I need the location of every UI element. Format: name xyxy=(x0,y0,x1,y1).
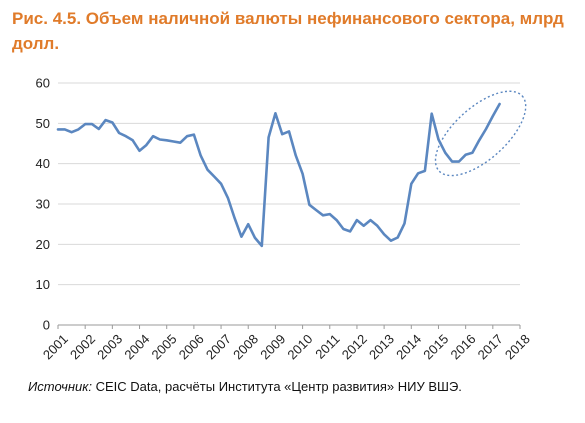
x-tick-label: 2009 xyxy=(257,331,288,362)
x-tick-label: 2011 xyxy=(312,331,342,361)
source-note: Источник: CEIC Data, расчёты Института «… xyxy=(28,379,462,394)
y-tick-label: 40 xyxy=(36,156,50,171)
x-tick-label: 2017 xyxy=(475,331,506,362)
y-tick-label: 0 xyxy=(43,318,50,333)
source-text: CEIC Data, расчёты Института «Центр разв… xyxy=(92,379,462,394)
x-tick-label: 2004 xyxy=(121,331,152,362)
y-tick-label: 50 xyxy=(36,116,50,131)
y-tick-label: 30 xyxy=(36,197,50,212)
chart-title: Рис. 4.5. Объем наличной валюты нефинанс… xyxy=(12,9,564,53)
x-tick-label: 2014 xyxy=(393,331,424,362)
x-tick-label: 2006 xyxy=(176,331,207,362)
x-tick-label: 2002 xyxy=(67,331,98,362)
y-axis-ticks: 0 10 20 30 40 50 60 xyxy=(36,76,50,333)
y-tick-label: 20 xyxy=(36,237,50,252)
x-tick-label: 2018 xyxy=(502,331,533,362)
y-tick-label: 60 xyxy=(36,76,50,91)
y-tick-label: 10 xyxy=(36,277,50,292)
x-tick-label: 2015 xyxy=(420,331,451,362)
x-tick-label: 2013 xyxy=(366,331,397,362)
x-tick-label: 2016 xyxy=(447,331,478,362)
source-label: Источник: xyxy=(28,379,92,394)
x-axis-ticks: 2001200220032004200520062007200820092010… xyxy=(40,325,533,362)
highlight-ellipse xyxy=(434,90,527,177)
x-tick-label: 2003 xyxy=(94,331,125,362)
x-tick-label: 2012 xyxy=(339,331,370,362)
x-tick-label: 2010 xyxy=(284,331,315,362)
x-tick-label: 2001 xyxy=(40,331,71,362)
series-line xyxy=(56,102,501,248)
x-tick-label: 2008 xyxy=(230,331,261,362)
x-tick-label: 2007 xyxy=(203,331,234,362)
x-tick-label: 2005 xyxy=(149,331,180,362)
gridlines xyxy=(58,82,520,326)
